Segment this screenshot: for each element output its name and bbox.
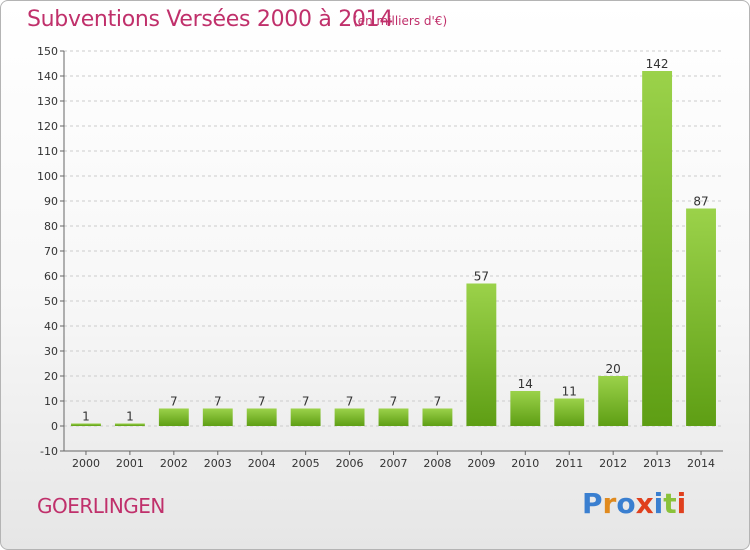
x-tick-label: 2001 — [116, 457, 144, 470]
bar-2005 — [290, 408, 321, 426]
y-tick-label: 120 — [37, 120, 58, 133]
bar-2013 — [642, 71, 673, 426]
data-label-2009: 57 — [474, 270, 489, 284]
logo-letter: o — [616, 487, 636, 520]
data-label-2000: 1 — [82, 410, 90, 424]
x-tick-label: 2005 — [292, 457, 320, 470]
bars — [71, 71, 716, 426]
logo-letter: P — [582, 487, 603, 520]
y-tick-label: 110 — [37, 145, 58, 158]
bar-2004 — [246, 408, 277, 426]
data-label-2004: 7 — [258, 395, 266, 409]
y-tick-label: 50 — [44, 295, 58, 308]
y-tick-label: 130 — [37, 95, 58, 108]
x-tick-label: 2010 — [511, 457, 539, 470]
place-name: GOERLINGEN — [37, 494, 165, 518]
bar-2010 — [510, 391, 541, 426]
y-tick-label: 150 — [37, 45, 58, 58]
logo-letter: i — [653, 487, 664, 520]
logo-letter: r — [602, 487, 617, 520]
y-tick-label: 20 — [44, 370, 58, 383]
logo-letter: t — [663, 487, 677, 520]
data-label-2007: 7 — [390, 395, 398, 409]
x-tick-label: 2009 — [467, 457, 495, 470]
logo-letter: x — [635, 487, 654, 520]
y-tick-label: 140 — [37, 70, 58, 83]
chart-subtitle: (en milliers d'€) — [353, 14, 448, 28]
x-tick-label: 2008 — [423, 457, 451, 470]
y-tick-label: 90 — [44, 195, 58, 208]
data-label-2011: 11 — [562, 385, 577, 399]
y-tick-label: 0 — [51, 420, 58, 433]
bar-2011 — [554, 398, 585, 426]
x-tick-label: 2003 — [204, 457, 232, 470]
x-tick-label: 2002 — [160, 457, 188, 470]
bar-2002 — [158, 408, 189, 426]
x-tick-labels: 2000 2001 2002 2003 2004 2005 2006 2007 2008 2009… — [72, 457, 715, 470]
data-label-2012: 20 — [606, 362, 621, 376]
bar-2007 — [378, 408, 409, 426]
y-tick-label: 80 — [44, 220, 58, 233]
data-label-2002: 7 — [170, 395, 178, 409]
y-tick-label: 40 — [44, 320, 58, 333]
y-tick-labels: -10 0 10 20 30 40 50 60 70 80 90 100 110 120 130 140 150 — [37, 45, 58, 458]
axes — [60, 50, 723, 455]
y-tick-label: 60 — [44, 270, 58, 283]
x-tick-label: 2014 — [687, 457, 715, 470]
data-label-2006: 7 — [346, 395, 354, 409]
data-label-2014: 87 — [693, 195, 708, 209]
x-tick-label: 2000 — [72, 457, 100, 470]
y-tick-label: 10 — [44, 395, 58, 408]
x-tick-label: 2006 — [336, 457, 364, 470]
chart-title: Subventions Versées 2000 à 2014 — [27, 7, 394, 32]
x-tick-label: 2013 — [643, 457, 671, 470]
data-label-2003: 7 — [214, 395, 222, 409]
x-tick-label: 2007 — [380, 457, 408, 470]
x-tick-label: 2004 — [248, 457, 276, 470]
y-tick-label: 30 — [44, 345, 58, 358]
bar-2014 — [686, 208, 716, 426]
y-tick-label: 100 — [37, 170, 58, 183]
data-label-2010: 14 — [518, 377, 533, 391]
proxiti-logo: Proxiti — [582, 487, 686, 520]
data-label-2013: 142 — [646, 57, 669, 71]
bar-2001 — [114, 423, 145, 426]
bar-2003 — [202, 408, 233, 426]
y-tick-label: -10 — [40, 445, 58, 458]
bar-2012 — [598, 376, 629, 426]
bar-2000 — [71, 423, 101, 426]
bar-2008 — [422, 408, 453, 426]
x-tick-label: 2012 — [599, 457, 627, 470]
logo-letter: i — [676, 487, 687, 520]
x-tick-label: 2011 — [555, 457, 583, 470]
data-label-2005: 7 — [302, 395, 310, 409]
bar-2009 — [466, 283, 497, 426]
y-tick-label: 70 — [44, 245, 58, 258]
data-label-2008: 7 — [434, 395, 442, 409]
bar-2006 — [334, 408, 365, 426]
data-label-2001: 1 — [126, 410, 134, 424]
